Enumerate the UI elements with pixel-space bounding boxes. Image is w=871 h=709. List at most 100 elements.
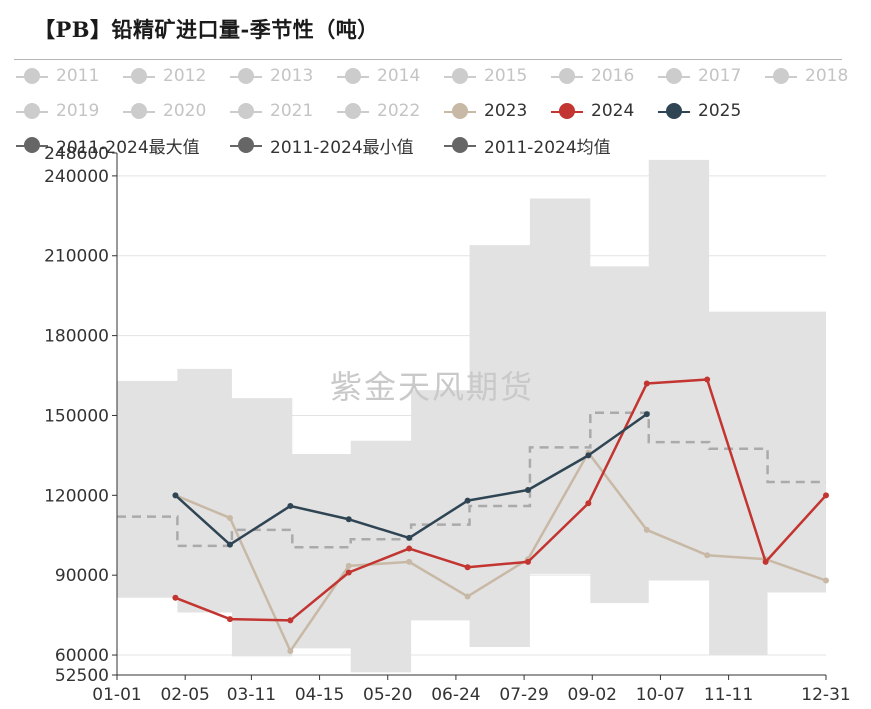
- legend-marker-icon: [547, 99, 587, 123]
- y-tick-label: 90000: [55, 566, 109, 586]
- data-point-2025: [287, 502, 294, 509]
- legend-item[interactable]: 2025: [654, 99, 741, 123]
- x-tick-label: 05-20: [363, 685, 412, 705]
- x-tick-label: 06-24: [431, 685, 480, 705]
- y-tick-label: 180000: [44, 327, 109, 347]
- legend-item[interactable]: 2015: [440, 64, 527, 88]
- data-point-2023: [287, 648, 294, 655]
- data-point-2024: [524, 558, 531, 565]
- legend-item[interactable]: 2011-2024最大值: [12, 133, 200, 158]
- legend-label: 2021: [270, 101, 314, 121]
- data-point-2024: [287, 617, 294, 624]
- legend-label: 2025: [698, 101, 742, 121]
- data-point-2024: [704, 376, 711, 383]
- legend-item[interactable]: 2021: [226, 99, 313, 123]
- data-point-2025: [226, 541, 233, 548]
- x-tick-label: 07-29: [499, 685, 548, 705]
- legend-item[interactable]: 2011-2024最小值: [226, 133, 414, 158]
- legend-label: 2011: [56, 66, 100, 86]
- y-tick-label: 210000: [44, 247, 109, 267]
- x-tick-label: 10-07: [636, 685, 685, 705]
- legend-item[interactable]: 2020: [119, 99, 206, 123]
- data-point-2024: [172, 594, 179, 601]
- x-tick-label: 04-15: [295, 685, 344, 705]
- legend-item[interactable]: 2012: [119, 64, 206, 88]
- y-tick-label: 248600: [44, 144, 109, 164]
- x-tick-label: 01-01: [92, 685, 141, 705]
- legend-label: 2019: [56, 101, 100, 121]
- legend-item[interactable]: 2023: [440, 99, 527, 123]
- data-point-2025: [345, 516, 352, 523]
- data-point-2024: [643, 380, 650, 387]
- legend-label: 2011-2024均值: [484, 137, 611, 158]
- legend-label: 2014: [377, 66, 421, 86]
- legend-marker-icon: [226, 133, 266, 157]
- data-point-2023: [464, 593, 471, 600]
- data-point-2024: [464, 564, 471, 571]
- legend-marker-icon: [119, 64, 159, 88]
- data-point-2023: [345, 562, 352, 569]
- legend-label: 2011-2024最小值: [270, 137, 414, 158]
- legend-label: 2024: [591, 101, 635, 121]
- data-point-2024: [406, 545, 413, 552]
- legend-marker-icon: [761, 64, 801, 88]
- data-point-2024: [345, 569, 352, 576]
- legend-label: 2020: [163, 101, 207, 121]
- watermark: 紫金天风期货: [330, 368, 535, 406]
- legend-marker-icon: [12, 99, 52, 123]
- legend-item[interactable]: 2016: [547, 64, 634, 88]
- legend-label: 2022: [377, 101, 421, 121]
- y-tick-label: 240000: [44, 167, 109, 187]
- y-tick-label: 150000: [44, 406, 109, 426]
- legend-item[interactable]: 2013: [226, 64, 313, 88]
- legend-item[interactable]: 2024: [547, 99, 634, 123]
- legend-marker-icon: [440, 64, 480, 88]
- data-point-2025: [464, 497, 471, 504]
- legend-marker-icon: [440, 99, 480, 123]
- legend-item[interactable]: 2011-2024均值: [440, 133, 611, 158]
- chart-title: 【PB】铅精矿进口量-季节性（吨）: [34, 17, 379, 42]
- legend-item[interactable]: 2022: [333, 99, 420, 123]
- data-point-2025: [585, 452, 592, 459]
- legend-marker-icon: [440, 133, 480, 157]
- y-tick-label: 52500: [55, 666, 109, 686]
- legend-item[interactable]: 2011: [12, 64, 99, 88]
- legend-item[interactable]: 2014: [333, 64, 420, 88]
- legend-label: 2011-2024最大值: [56, 137, 200, 158]
- legend-item[interactable]: 2019: [12, 99, 99, 123]
- data-point-2024: [823, 492, 829, 499]
- data-point-2023: [643, 526, 650, 533]
- y-tick-label: 120000: [44, 486, 109, 506]
- legend-label: 2015: [484, 66, 528, 86]
- legend-item[interactable]: 2018: [761, 64, 848, 88]
- data-point-2025: [172, 492, 179, 499]
- legend-marker-icon: [119, 99, 159, 123]
- legend-item[interactable]: 2017: [654, 64, 741, 88]
- data-point-2025: [406, 534, 413, 541]
- y-tick-label: 60000: [55, 646, 109, 666]
- series-line-2024: [174, 378, 827, 622]
- legend-label: 2017: [698, 66, 742, 86]
- data-point-2023: [704, 552, 711, 559]
- legend-label: 2013: [270, 66, 314, 86]
- data-point-2024: [226, 616, 233, 623]
- legend-label: 2023: [484, 101, 528, 121]
- legend-marker-icon: [547, 64, 587, 88]
- legend-marker-icon: [333, 64, 373, 88]
- data-point-2023: [226, 514, 233, 521]
- data-point-2023: [823, 577, 829, 584]
- legend-marker-icon: [12, 133, 52, 157]
- mean-line: [117, 411, 826, 549]
- data-point-2024: [762, 558, 769, 565]
- data-point-2023: [406, 558, 413, 565]
- legend-marker-icon: [226, 99, 266, 123]
- legend-marker-icon: [654, 64, 694, 88]
- legend-marker-icon: [654, 99, 694, 123]
- data-point-2025: [524, 486, 531, 493]
- x-tick-label: 02-05: [160, 685, 209, 705]
- x-tick-label: 12-31: [801, 685, 850, 705]
- min-max-band: [117, 159, 826, 673]
- data-point-2025: [643, 411, 650, 418]
- legend-label: 2018: [805, 66, 849, 86]
